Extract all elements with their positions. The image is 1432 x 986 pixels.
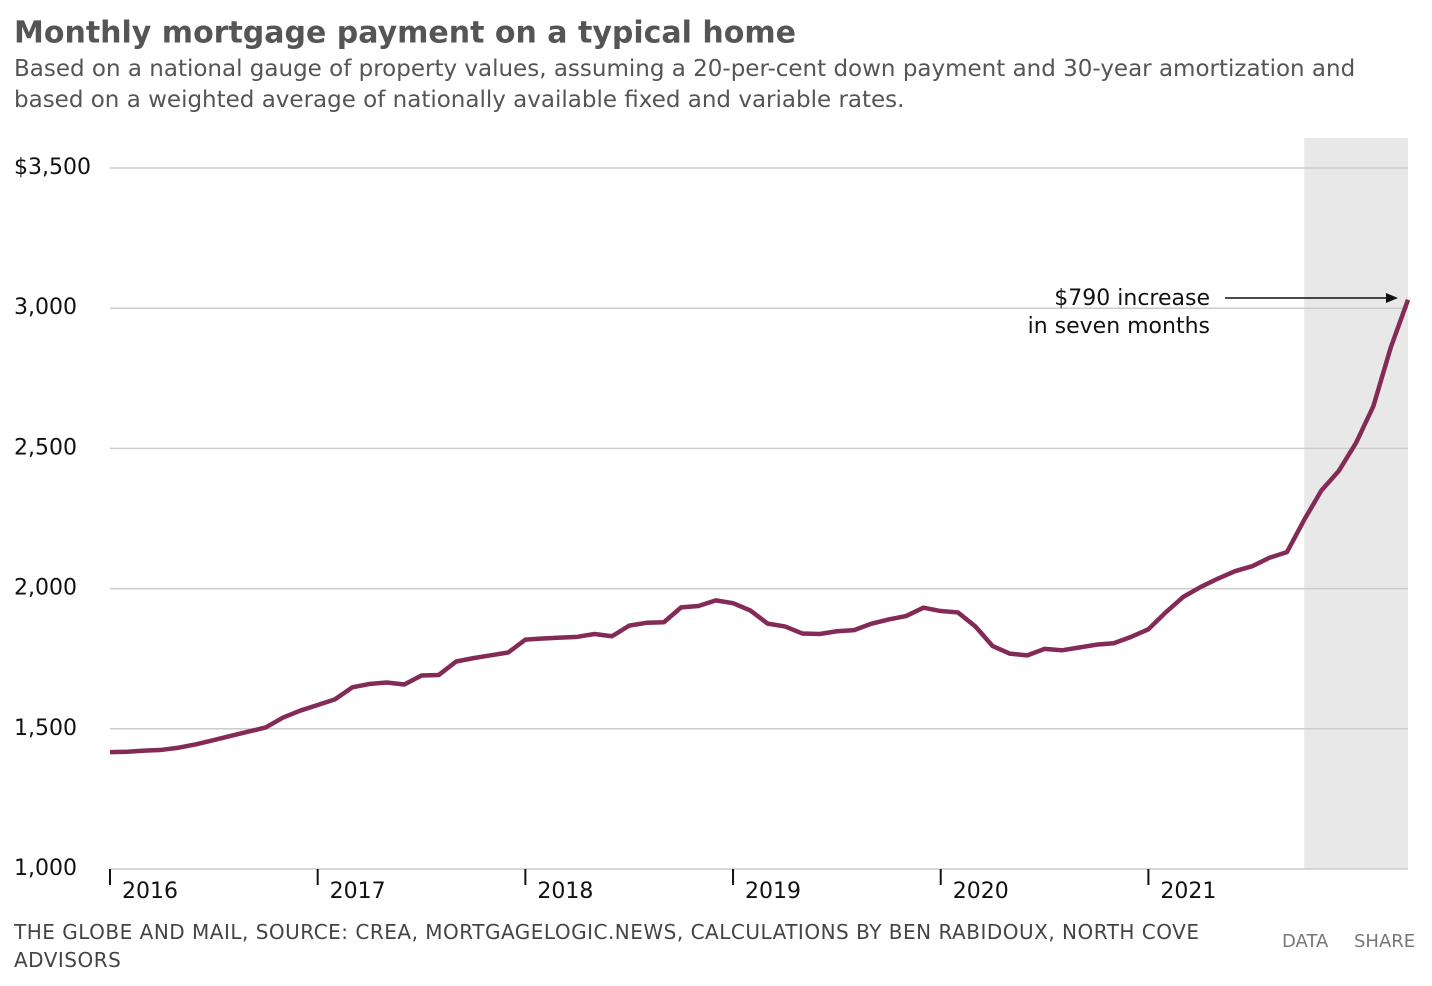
- data-line: [109, 299, 1411, 755]
- y-tick-label: $3,500: [14, 155, 91, 180]
- annotation: in seven months: [1028, 314, 1210, 339]
- chart-title: Monthly mortgage payment on a typical ho…: [14, 16, 796, 51]
- x-tick-label: 2021: [1160, 879, 1216, 904]
- data-button[interactable]: DATA: [1282, 931, 1329, 952]
- x-tick-label: 2020: [953, 879, 1009, 904]
- x-tick-label: 2016: [122, 879, 178, 904]
- x-tick-label: 2017: [330, 879, 386, 904]
- subtitle-box: Based on a national gauge of property va…: [14, 56, 1356, 113]
- arrow-head: [1386, 293, 1398, 303]
- y-tick-label: 3,000: [14, 295, 77, 320]
- source-box: THE GLOBE AND MAIL, SOURCE: CREA, MORTGA…: [14, 920, 1200, 972]
- y-tick-label: 1,000: [14, 856, 77, 881]
- share-button[interactable]: SHARE: [1354, 931, 1415, 952]
- y-tick-label: 2,500: [14, 435, 77, 460]
- x-tick-label: 2019: [745, 879, 801, 904]
- y-tick-label: 1,500: [14, 716, 77, 741]
- y-tick-label: 2,000: [14, 576, 77, 601]
- annotation: $790 increase: [1054, 286, 1210, 311]
- source: THE GLOBE AND MAIL, SOURCE: CREA, MORTGA…: [14, 920, 1200, 972]
- chart-subtitle: Based on a national gauge of property va…: [14, 56, 1356, 113]
- x-tick-label: 2018: [537, 879, 593, 904]
- plot: 1,000 1,500 2,000 2,500 3,000 $3,500 2016 2017 2…: [14, 138, 1411, 904]
- highlight: [1304, 138, 1408, 869]
